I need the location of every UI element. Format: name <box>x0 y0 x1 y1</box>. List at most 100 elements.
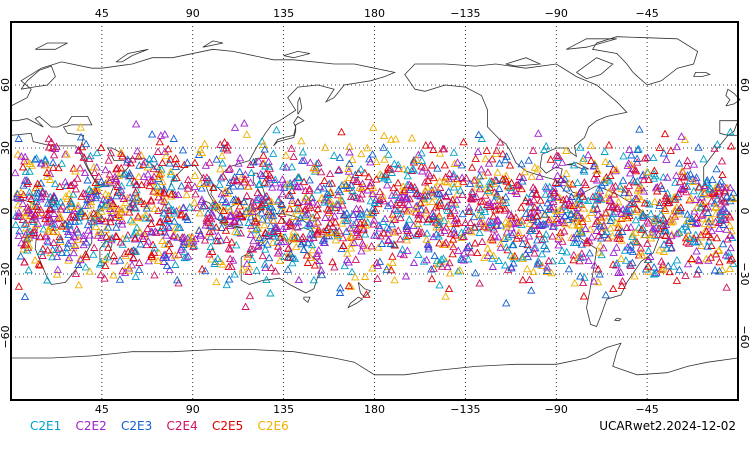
occultation-marker <box>442 223 451 231</box>
occultation-marker <box>678 185 688 194</box>
occultation-marker <box>348 155 357 163</box>
occultation-marker <box>50 202 59 210</box>
occultation-marker <box>579 154 588 162</box>
occultation-marker <box>238 265 247 273</box>
occultation-marker <box>675 228 684 236</box>
occultation-marker <box>585 248 594 257</box>
occultation-marker <box>640 198 649 207</box>
occultation-marker <box>450 206 459 214</box>
occultation-marker <box>515 172 524 180</box>
occultation-marker <box>649 262 659 271</box>
occultation-marker <box>305 184 314 193</box>
occultation-marker <box>140 199 149 208</box>
occultation-marker <box>159 257 169 265</box>
occultation-marker <box>465 241 474 250</box>
occultation-marker <box>502 227 512 236</box>
occultation-marker <box>389 228 398 236</box>
occultation-marker <box>147 219 156 228</box>
occultation-marker <box>323 189 332 198</box>
occultation-marker <box>299 177 309 186</box>
occultation-marker <box>340 261 349 270</box>
occultation-marker <box>492 191 501 200</box>
occultation-marker <box>713 195 722 203</box>
occultation-marker <box>539 210 549 219</box>
occultation-marker <box>667 217 676 226</box>
occultation-marker <box>382 180 392 189</box>
occultation-marker <box>643 239 652 247</box>
occultation-marker <box>313 204 323 213</box>
occultation-marker <box>543 205 552 213</box>
occultation-marker <box>145 160 154 168</box>
occultation-marker <box>501 260 510 269</box>
occultation-marker <box>430 251 439 260</box>
occultation-marker <box>65 221 74 229</box>
occultation-marker <box>601 208 610 217</box>
occultation-marker <box>551 160 560 169</box>
occultation-marker <box>436 228 445 236</box>
occultation-marker <box>429 232 438 241</box>
occultation-marker <box>600 230 609 238</box>
coastline-sakhalin <box>297 96 303 115</box>
occultation-marker <box>375 169 385 178</box>
occultation-marker <box>394 164 403 172</box>
occultation-marker <box>597 180 607 189</box>
occultation-marker <box>71 241 80 250</box>
occultation-marker <box>169 134 178 142</box>
occultation-marker <box>251 225 261 234</box>
occultation-marker <box>167 192 176 200</box>
occultation-marker <box>129 246 138 254</box>
occultation-marker <box>484 159 494 167</box>
occultation-marker <box>681 271 690 279</box>
occultation-marker <box>205 227 214 235</box>
occultation-marker <box>349 220 359 228</box>
occultation-marker <box>207 254 216 263</box>
lon-tick-bottom: −90 <box>545 403 568 416</box>
occultation-marker <box>149 154 158 163</box>
occultation-marker <box>702 226 711 235</box>
occultation-marker <box>726 230 735 239</box>
occultation-marker <box>456 186 465 194</box>
coastline-baffin <box>576 57 614 80</box>
occultation-marker <box>371 195 380 204</box>
occultation-marker <box>423 191 432 200</box>
occultation-marker <box>360 168 369 177</box>
occultation-marker <box>582 236 592 245</box>
occultation-marker <box>225 164 235 172</box>
occultation-marker <box>224 202 233 210</box>
occultation-marker <box>595 269 604 278</box>
occultation-marker <box>696 189 706 198</box>
occultation-marker <box>143 169 153 178</box>
occultation-marker <box>624 188 634 197</box>
occultation-marker <box>541 190 550 198</box>
occultation-marker <box>286 249 295 258</box>
occultation-marker <box>32 202 41 210</box>
occultation-marker <box>518 239 527 247</box>
occultation-marker <box>523 264 532 273</box>
occultation-marker <box>149 187 158 195</box>
occultation-marker <box>722 283 731 291</box>
occultation-marker <box>125 178 134 187</box>
occultation-marker <box>305 175 314 184</box>
occultation-marker <box>351 170 360 179</box>
occultation-marker <box>622 204 631 213</box>
legend: C2E1 C2E2 C2E3 C2E4 C2E5 C2E6 <box>30 419 289 433</box>
occultation-marker <box>534 129 543 137</box>
occultation-marker <box>459 232 468 240</box>
occultation-marker <box>512 234 521 242</box>
occultation-marker <box>221 143 231 152</box>
occultation-marker <box>20 211 30 219</box>
occultation-marker <box>82 252 91 261</box>
occultation-marker <box>334 165 344 173</box>
occultation-marker <box>591 199 600 208</box>
occultation-marker <box>255 233 264 242</box>
occultation-marker <box>612 243 621 251</box>
occultation-marker <box>387 219 396 228</box>
occultation-marker <box>35 261 45 269</box>
occultation-marker <box>649 216 658 225</box>
occultation-marker <box>659 264 668 272</box>
occultation-marker <box>330 211 339 220</box>
occultation-marker <box>623 242 632 251</box>
occultation-marker <box>278 209 287 218</box>
occultation-marker <box>677 132 686 140</box>
occultation-marker <box>63 194 72 203</box>
